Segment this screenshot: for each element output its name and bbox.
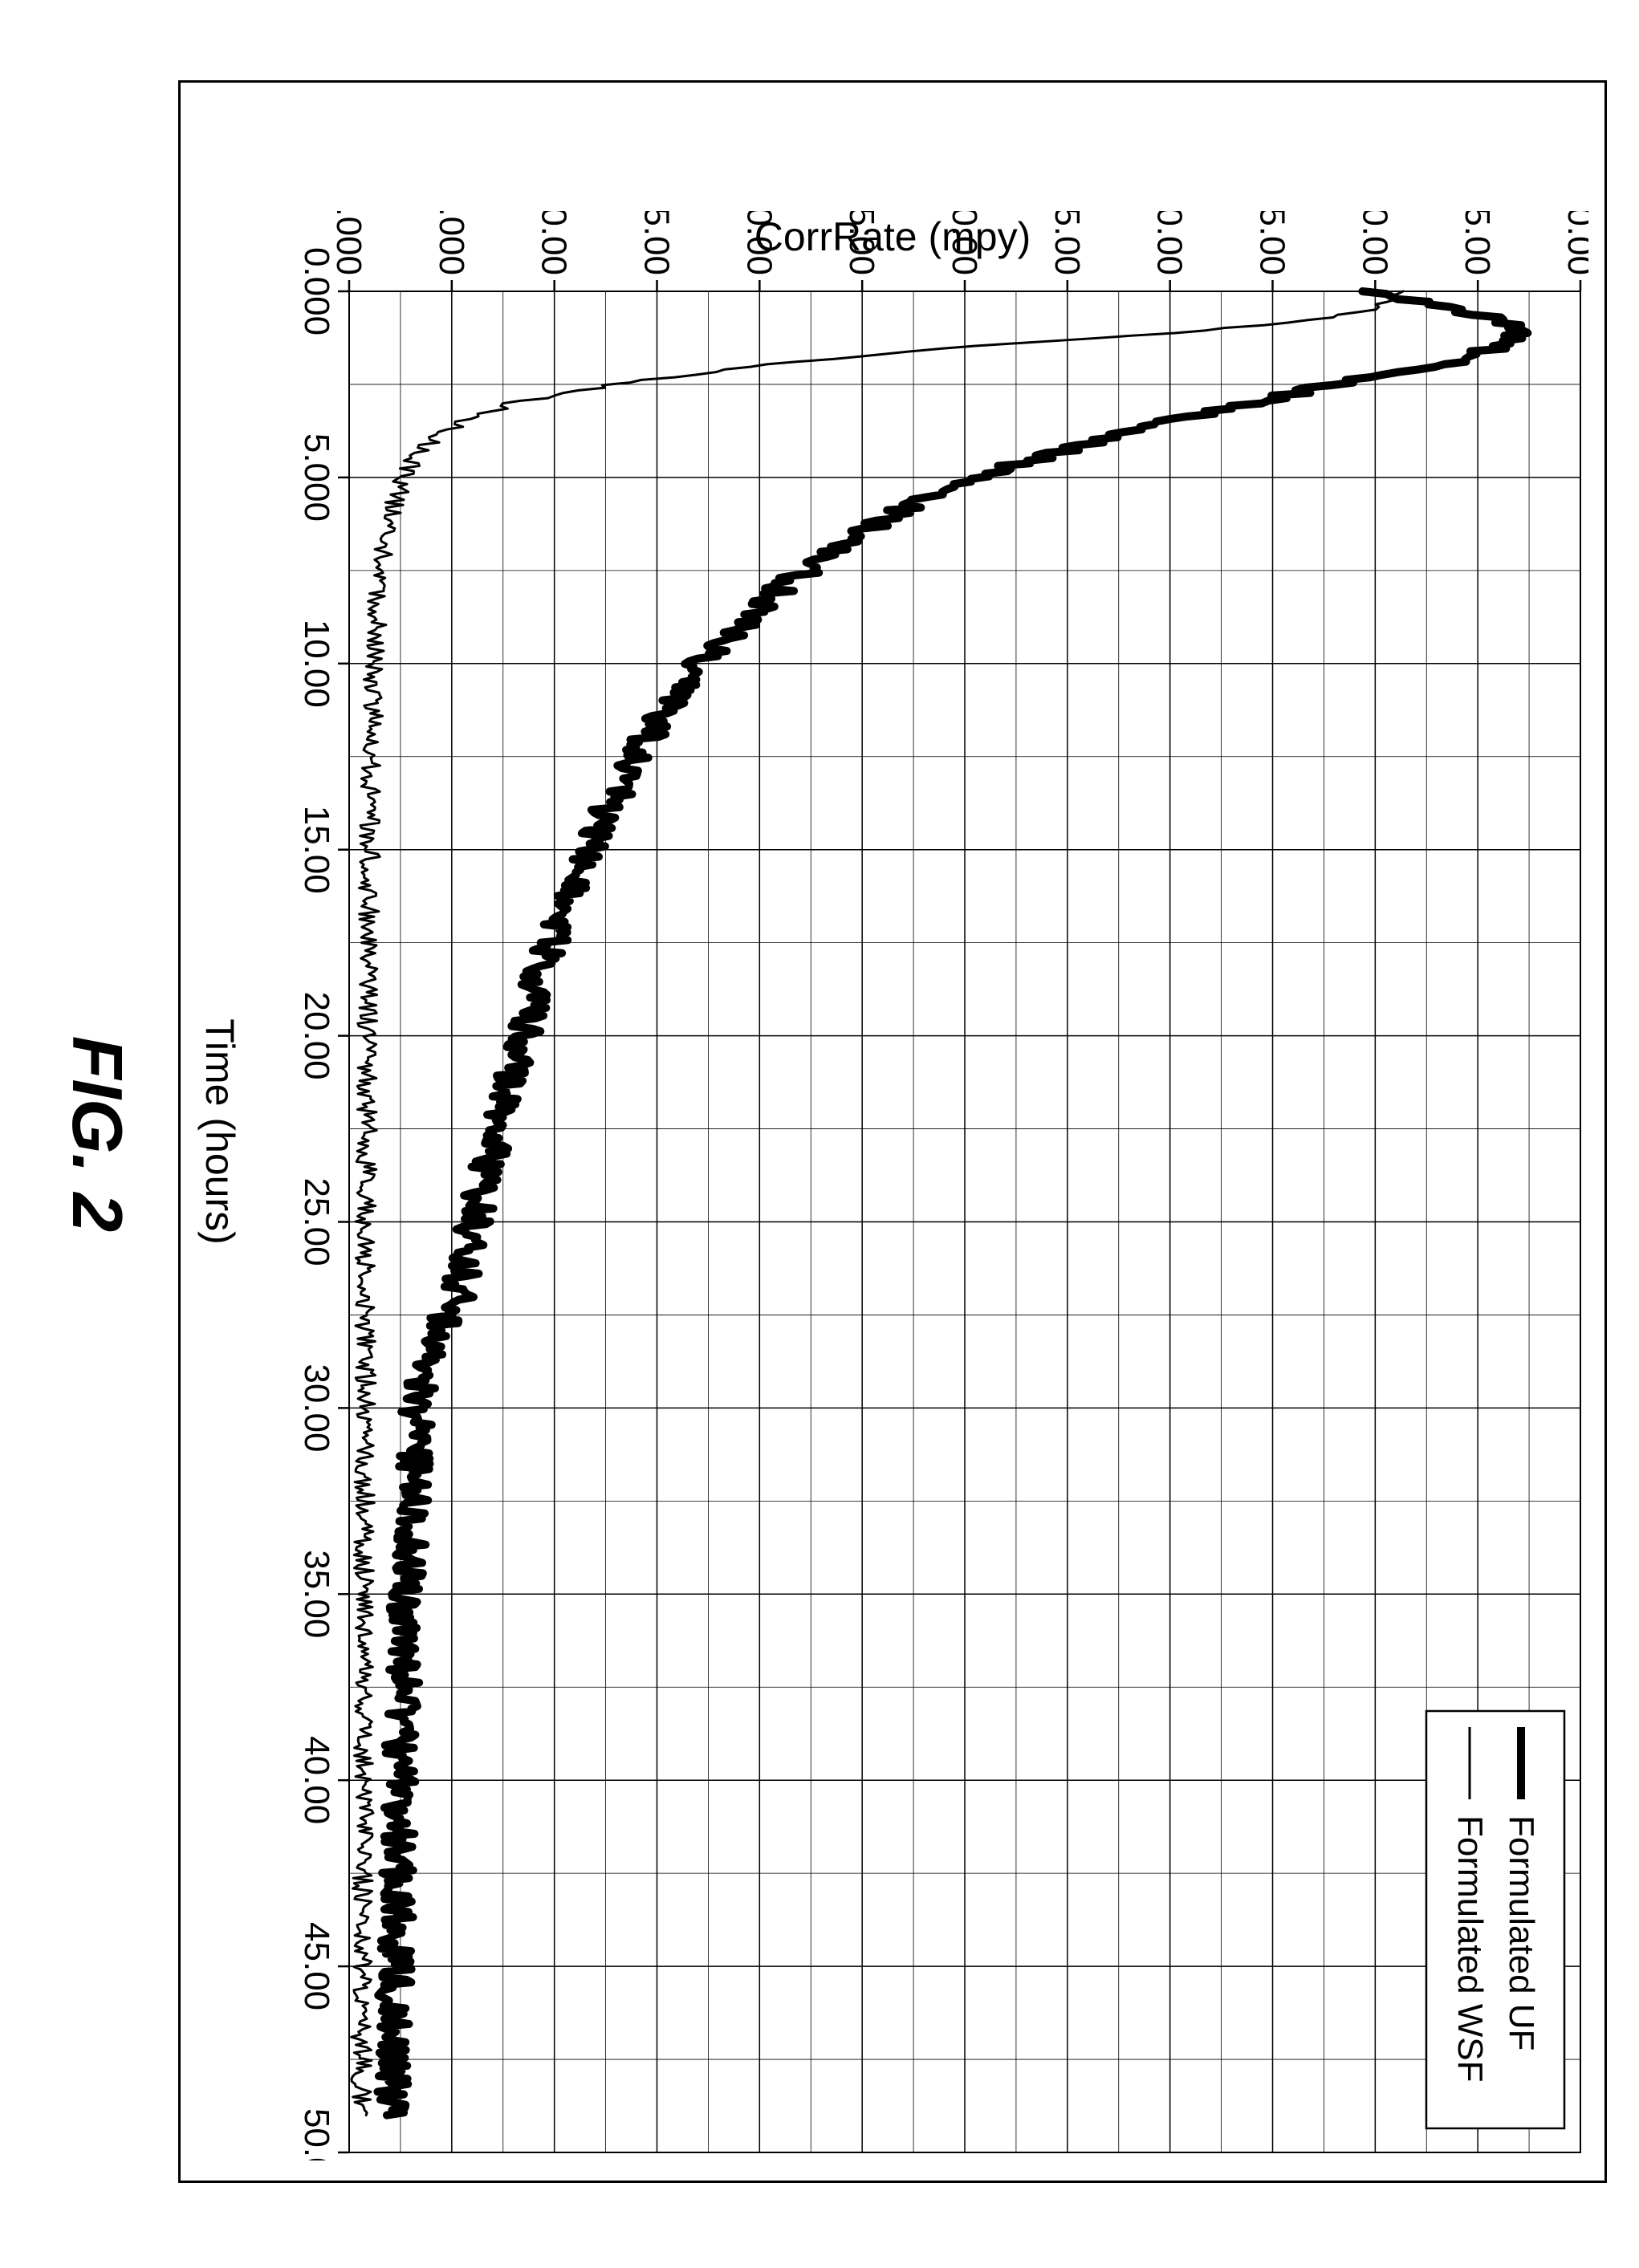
x-tick-label: 25.00 <box>297 1177 336 1266</box>
y-tick-label: 45.00 <box>1253 211 1292 275</box>
y-tick-label: 40.00 <box>1150 211 1190 275</box>
legend-label: Formulated WSF <box>1450 1815 1490 2083</box>
y-tick-label: 5.000 <box>432 211 471 275</box>
x-tick-label: 15.00 <box>297 806 336 894</box>
x-tick-label: 20.00 <box>297 992 336 1080</box>
x-tick-label: 5.000 <box>297 433 336 522</box>
legend-box <box>1426 1711 1564 2128</box>
x-tick-label: 50.00 <box>297 2108 336 2160</box>
y-tick-label: 10.00 <box>535 211 574 275</box>
y-tick-label: 50.00 <box>1355 211 1394 275</box>
y-tick-label: 60.00 <box>1560 211 1588 275</box>
x-tick-label: 45.00 <box>297 1922 336 2010</box>
figure-caption: FIG. 2 <box>56 0 138 2268</box>
x-tick-label: 10.00 <box>297 620 336 708</box>
chart-frame: CorrRate (mpy) Time (hours) 0.0005.00010… <box>178 80 1607 2183</box>
x-tick-label: 0.000 <box>297 247 336 335</box>
legend-label: Formulated UF <box>1502 1815 1541 2051</box>
x-axis-label: Time (hours) <box>197 1018 243 1245</box>
x-tick-label: 40.00 <box>297 1736 336 1824</box>
x-tick-label: 30.00 <box>297 1364 336 1452</box>
y-tick-label: 20.00 <box>739 211 779 275</box>
x-tick-label: 35.00 <box>297 1550 336 1638</box>
y-tick-label: 15.00 <box>637 211 677 275</box>
y-tick-label: 25.00 <box>842 211 881 275</box>
y-tick-label: 55.00 <box>1458 211 1497 275</box>
plot-area: 0.000 5.000 10.00 15.00 20.00 25.00 30.00 35.00… <box>293 211 1588 2160</box>
y-tick-label: 30.00 <box>945 211 984 275</box>
y-tick-label: 35.00 <box>1047 211 1087 275</box>
